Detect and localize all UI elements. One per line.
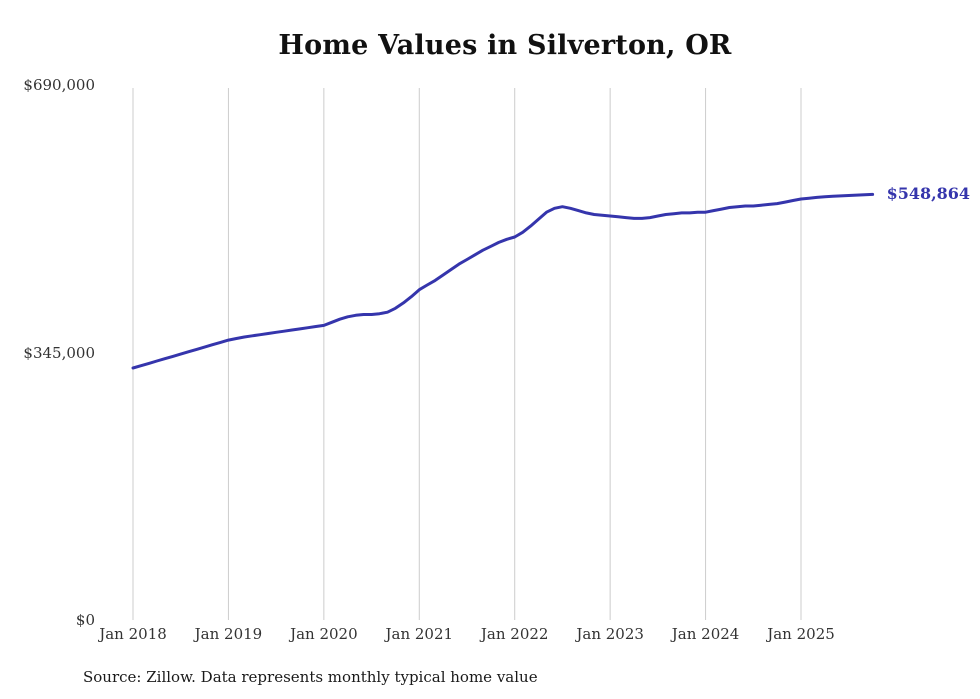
- x-tick-label: Jan 2019: [194, 625, 263, 643]
- current-value-label: $548,864: [886, 184, 971, 204]
- x-tick-label: Jan 2020: [290, 625, 358, 643]
- x-tick-label: Jan 2022: [480, 625, 549, 643]
- x-tick-label: Jan 2025: [767, 625, 835, 643]
- x-tick-label: Jan 2018: [99, 625, 167, 643]
- chart-title: Home Values in Silverton, OR: [278, 30, 732, 61]
- x-tick-label: Jan 2023: [576, 625, 644, 643]
- value-line: [131, 192, 875, 370]
- x-tick-label: Jan 2024: [671, 625, 740, 643]
- y-tick-label: $0: [75, 611, 95, 629]
- y-tick-label: $345,000: [23, 343, 95, 362]
- source-note: Source: Zillow. Data represents monthly …: [83, 668, 538, 686]
- y-tick-label: $690,000: [23, 76, 95, 94]
- x-tick-label: Jan 2021: [385, 625, 454, 643]
